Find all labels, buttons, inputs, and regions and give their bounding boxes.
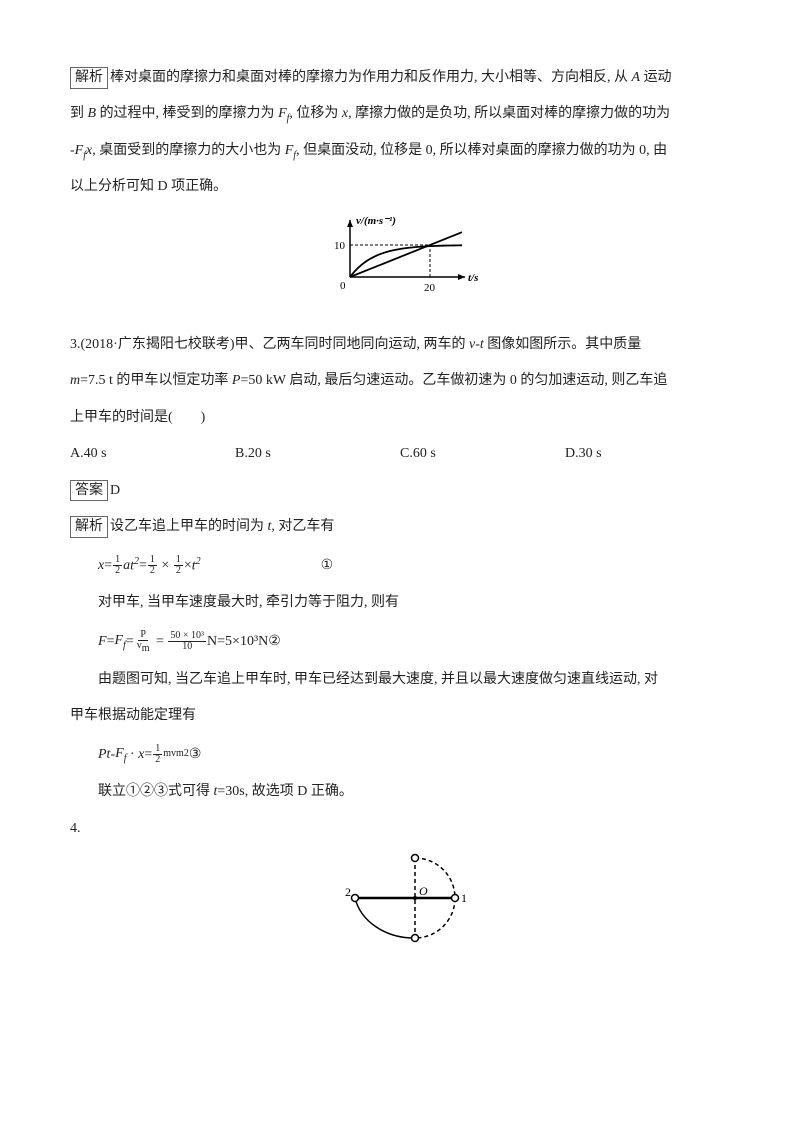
solution-l3: 由题图可知, 当乙车追上甲车时, 甲车已经达到最大速度, 并且以最大速度做匀速直… [98,662,730,698]
analysis-1-l2: 到 B 的过程中, 棒受到的摩擦力为 Ff, 位移为 x, 摩擦力做的是负功, … [70,96,730,132]
frac-half: 12 [148,555,157,576]
times: × [161,556,169,576]
solution-label-box: 解析 [70,516,108,538]
analysis-label-box: 解析 [70,67,108,89]
text: , 位移为 [289,106,342,121]
text: 运动 [640,70,672,85]
eq-sign: = [144,745,152,765]
equation-1: x= 12 at2 = 12 × 12 × t2 ① [98,545,730,585]
text: 3.(2018·广东揭阳七校联考)甲、乙两车同时同地同向运动, 两车的 [70,337,469,352]
text: 到 [70,106,88,121]
equation-3: Pt - Ff · x = 12 mvm2 ③ [98,734,730,774]
analysis-1: 解析棒对桌面的摩擦力和桌面对棒的摩擦力为作用力和反作用力, 大小相等、方向相反,… [70,60,730,96]
frac-pv: Pvm [135,630,152,654]
analysis-1-l4: 以上分析可知 D 项正确。 [70,169,730,205]
answer-value: D [110,483,120,498]
frac-value: 50 × 10³10 [168,631,206,652]
frac-half: 12 [113,555,122,576]
solution-l4: 联立①②③式可得 t=30s, 故选项 D 正确。 [98,774,730,810]
var-Ff: Ff [115,744,126,766]
var-A: A [632,70,641,85]
var-t2: t2 [130,555,139,576]
solution-l1: 解析设乙车追上甲车的时间为 t, 对乙车有 [70,509,730,545]
svg-text:t/s: t/s [468,272,478,284]
text: 图像如图所示。其中质量 [484,337,642,352]
var-Pt: Pt [98,745,110,765]
text: =7.5 t 的甲车以恒定功率 [80,373,232,388]
svg-text:v/(m·s⁻¹): v/(m·s⁻¹) [356,215,396,227]
text: 设乙车追上甲车的时间为 [110,519,268,534]
var-Ff: Ff [278,106,289,121]
var-a: a [123,556,130,576]
eq-sign: = [156,632,164,652]
eq-sign: = [126,632,134,652]
option-a[interactable]: A.40 s [70,436,235,472]
solution-l3b: 甲车根据动能定理有 [70,698,730,734]
var-Ffx: Ffx [75,143,93,158]
text: , 但桌面没动, 位移是 0, 所以棒对桌面的摩擦力做的功为 0, 由 [296,143,667,158]
eq-sign: = [104,556,112,576]
option-b[interactable]: B.20 s [235,436,400,472]
text: N=5×10³N [207,632,268,652]
circled-2: ② [268,632,281,652]
var-Ff: Ff [114,631,125,653]
text: , 桌面受到的摩擦力的大小也为 [92,143,285,158]
times: × [184,556,192,576]
text: 的过程中, 棒受到的摩擦力为 [96,106,278,121]
m-sub: m [176,747,184,761]
analysis-1-l3: -Ffx, 桌面受到的摩擦力的大小也为 Ff, 但桌面没动, 位移是 0, 所以… [70,133,730,169]
solution-l2: 对甲车, 当甲车速度最大时, 牵引力等于阻力, 则有 [98,585,730,621]
mv: mv [163,747,176,761]
text: =30s, 故选项 D 正确。 [217,784,352,799]
var-B: B [88,106,97,121]
var-vt: v-t [469,337,484,352]
circled-1: ① [321,556,334,576]
frac-half: 12 [153,744,162,765]
svg-text:20: 20 [424,282,436,294]
q4-diagram: 1 2 O [70,853,730,988]
answer-label-box: 答案 [70,480,108,502]
circled-3: ③ [189,745,202,765]
option-d[interactable]: D.30 s [565,436,730,472]
svg-text:10: 10 [334,240,346,252]
q3-stem-l1: 3.(2018·广东揭阳七校联考)甲、乙两车同时同地同向运动, 两车的 v-t … [70,327,730,363]
eq-sign: = [139,556,147,576]
q3-stem-l3: 上甲车的时间是( ) [70,400,730,436]
text: 联立①②③式可得 [98,784,214,799]
q3-options: A.40 s B.20 s C.60 s D.30 s [70,436,730,472]
svg-text:1: 1 [461,891,467,905]
text: =50 kW 启动, 最后匀速运动。乙车做初速为 0 的匀加速运动, 则乙车追 [240,373,667,388]
frac-half: 12 [174,555,183,576]
text: 棒对桌面的摩擦力和桌面对棒的摩擦力为作用力和反作用力, 大小相等、方向相反, 从 [110,70,632,85]
option-c[interactable]: C.60 s [400,436,565,472]
text: , 对乙车有 [271,519,334,534]
var-t2: t2 [192,555,201,576]
vt-graph: v/(m·s⁻¹) t/s 10 20 0 [70,212,730,317]
svg-text:2: 2 [345,885,351,899]
text: , 摩擦力做的是负功, 所以桌面对棒的摩擦力做的功为 [348,106,670,121]
equation-2: F= Ff= Pvm = 50 × 10³10 N=5×10³N ② [98,622,730,662]
q3-stem-l2: m=7.5 t 的甲车以恒定功率 P=50 kW 启动, 最后匀速运动。乙车做初… [70,363,730,399]
var-Ff2: Ff [285,143,296,158]
answer-row: 答案D [70,473,730,509]
svg-text:0: 0 [340,280,346,292]
q4-number: 4. [70,811,730,847]
svg-text:O: O [419,884,428,898]
var-m: m [70,373,80,388]
var-F: F [98,632,107,652]
